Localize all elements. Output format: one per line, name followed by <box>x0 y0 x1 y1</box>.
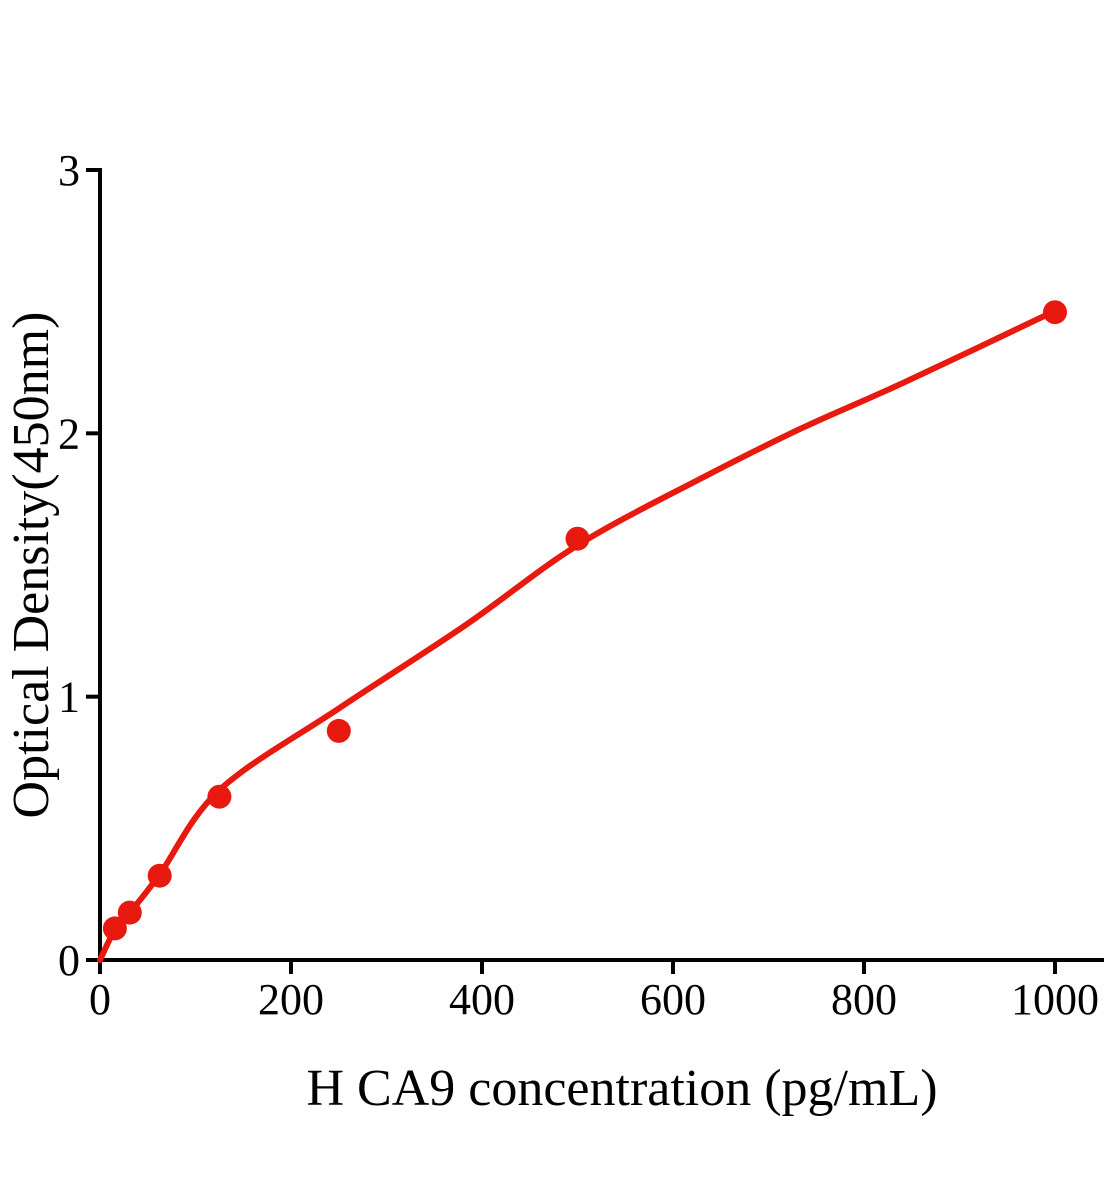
x-tick-label: 200 <box>258 975 324 1024</box>
data-points <box>102 300 1067 941</box>
y-tick-label: 3 <box>58 146 80 195</box>
data-point <box>326 718 351 743</box>
axis-ticks <box>86 168 1057 974</box>
data-point <box>102 916 127 941</box>
y-tick-label: 0 <box>58 936 80 985</box>
y-tick-label: 2 <box>58 409 80 458</box>
data-point <box>117 900 142 925</box>
x-tick-label: 600 <box>640 975 706 1024</box>
x-tick-label: 1000 <box>1011 975 1099 1024</box>
x-tick-label: 800 <box>831 975 897 1024</box>
x-axis-title: H CA9 concentration (pg/mL) <box>306 1060 937 1117</box>
data-point <box>1043 300 1067 325</box>
axes <box>98 168 1104 962</box>
axis-tick-labels: 0 200 400 600 800 1000 0 1 2 3 <box>58 146 1099 1024</box>
y-axis-title: Optical Density(450nm) <box>3 312 60 819</box>
fitted-curve <box>97 307 1058 963</box>
x-tick-label: 0 <box>89 975 111 1024</box>
data-point <box>565 526 590 551</box>
x-tick-label: 400 <box>449 975 515 1024</box>
data-point <box>147 863 172 888</box>
data-point <box>207 784 232 809</box>
y-tick-label: 1 <box>58 673 80 722</box>
